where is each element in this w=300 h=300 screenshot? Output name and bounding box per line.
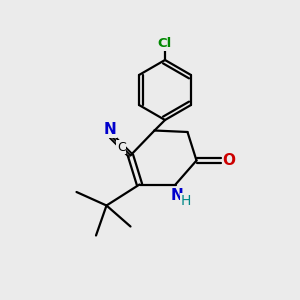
Text: O: O xyxy=(222,153,236,168)
Text: H: H xyxy=(181,194,191,208)
Text: N: N xyxy=(171,188,183,203)
Text: N: N xyxy=(103,122,116,137)
Text: Cl: Cl xyxy=(158,37,172,50)
Text: C: C xyxy=(117,141,126,154)
